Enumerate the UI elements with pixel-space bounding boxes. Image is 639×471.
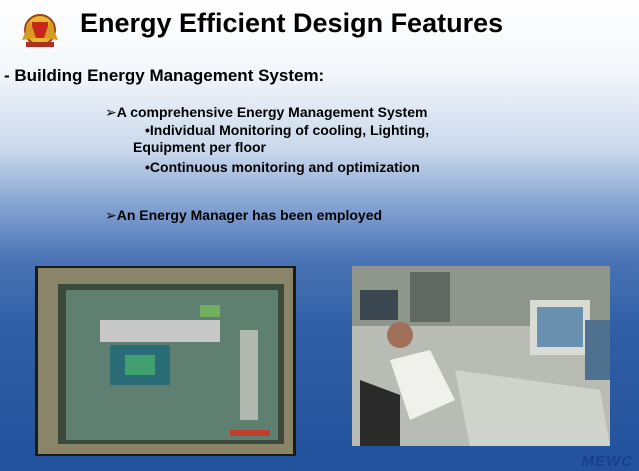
bullet: A comprehensive Energy Management System <box>105 104 428 121</box>
crest <box>22 14 58 47</box>
sub-bullet: Individual Monitoring of cooling, Lighti… <box>133 122 433 156</box>
photo-screen <box>35 266 296 456</box>
slide-title: Energy Efficient Design Features <box>80 8 504 38</box>
photo-operator <box>352 266 610 446</box>
bullet: An Energy Manager has been employed <box>105 207 382 224</box>
section-heading: - Building Energy Management System: <box>4 66 325 85</box>
sub-bullet: Continuous monitoring and optimization <box>145 159 420 175</box>
logo-text: MEWC <box>581 453 633 470</box>
